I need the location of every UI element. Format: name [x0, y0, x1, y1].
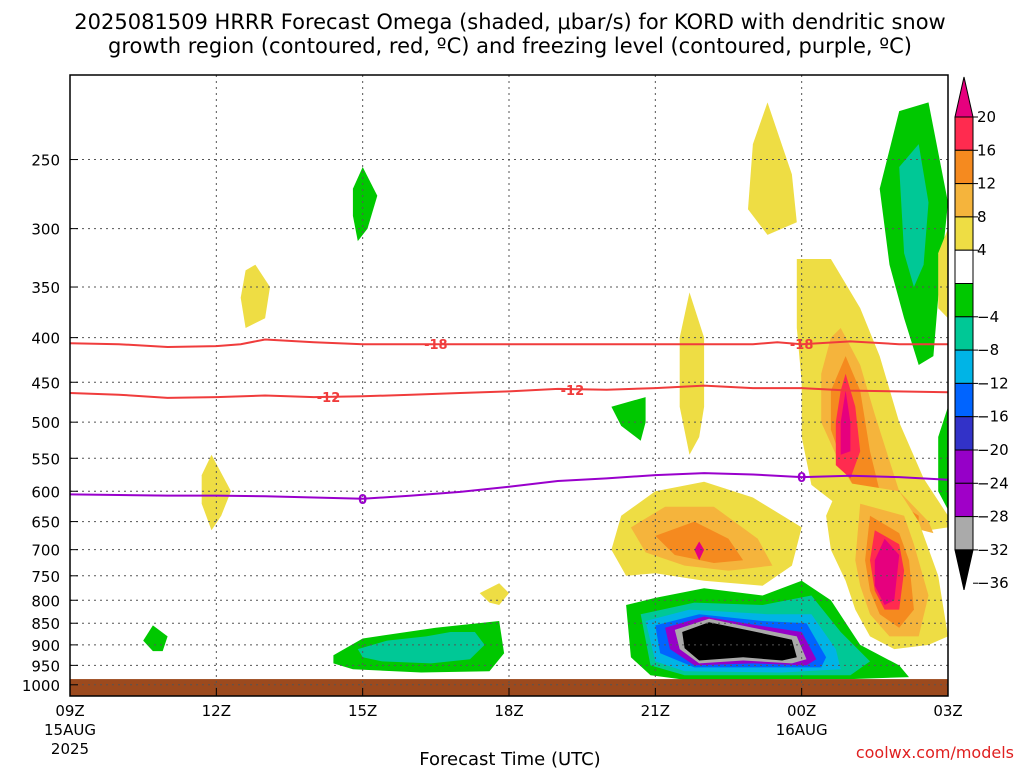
colorbar-tick-label: 12	[977, 175, 996, 193]
x-tick-label: 18Z	[494, 702, 523, 720]
contour-label: -12	[561, 384, 585, 399]
y-tick-label: 400	[31, 330, 60, 348]
omega-region-26	[938, 228, 948, 319]
colorbar-tick-label: −28	[977, 508, 1009, 526]
contour-label: -12	[317, 391, 341, 406]
colorbar-bin	[954, 249, 974, 284]
colorbar-bin	[954, 482, 974, 518]
y-tick-label: 250	[31, 152, 60, 170]
colorbar-tick-label: 4	[977, 241, 987, 259]
omega-region-6	[611, 397, 646, 441]
omega-region-10	[796, 259, 948, 531]
colorbar-tick-label: −36	[977, 574, 1009, 592]
colorbar-tick-label: 8	[977, 208, 987, 226]
x-tick-label: 09Z	[55, 702, 84, 720]
y-tick-label: 600	[31, 483, 60, 501]
omega-region-1	[240, 264, 270, 328]
y-tick-label: 900	[31, 637, 60, 655]
y-tick-label: 750	[31, 568, 60, 586]
omega-region-5	[679, 292, 705, 455]
y-tick-label: 450	[31, 374, 60, 392]
colorbar-tick-label: −24	[977, 474, 1009, 492]
colorbar: 20 16 12 8 4 −4 −8 −12 −16 −20 −24 −28 −32 −36	[954, 76, 1009, 592]
plot-area: -18 -18 -12 -12 0 0	[70, 75, 948, 696]
x-tick-label: 21Z	[641, 702, 670, 720]
colorbar-bin	[954, 382, 974, 418]
colorbar-tick-label: −8	[977, 341, 999, 359]
omega-region-3	[201, 454, 231, 531]
y-tick-label: 350	[31, 279, 60, 297]
contour-label: 0	[797, 471, 806, 486]
contour-label: 0	[358, 493, 367, 508]
omega-region-25	[899, 144, 929, 287]
colorbar-tick-label: −12	[977, 374, 1009, 392]
colorbar-bin	[954, 516, 974, 551]
omega-region-23	[694, 541, 705, 561]
omega-shading	[70, 102, 948, 696]
y-tick-label: 700	[31, 542, 60, 560]
y-axis-ticks: 250 300 350 400 450 500 550 600 650 700 750 800 850 9…	[22, 152, 78, 695]
y-tick-label: 950	[31, 657, 60, 675]
colorbar-tick-label: −16	[977, 408, 1009, 426]
contour-line	[70, 384, 948, 399]
colorbar-tick-label: 20	[977, 108, 996, 126]
omega-region-34	[682, 622, 797, 661]
contour-line	[70, 472, 948, 500]
chart-title-line2: growth region (contoured, red, ºC) and f…	[108, 34, 912, 58]
y-tick-label: 550	[31, 450, 60, 468]
x-axis-label: Forecast Time (UTC)	[419, 749, 600, 768]
y-tick-label: 500	[31, 414, 60, 432]
colorbar-arrow-top	[954, 76, 974, 118]
colorbar-tick-label: 16	[977, 141, 996, 159]
colorbar-bin	[954, 416, 974, 451]
colorbar-bin	[954, 283, 974, 318]
x-tick-label: 12Z	[202, 702, 231, 720]
temperature-contours: -18 -18 -12 -12 0 0	[70, 338, 948, 508]
chart-title-line1: 2025081509 HRRR Forecast Omega (shaded, …	[74, 10, 945, 34]
colorbar-tick-label: −32	[977, 541, 1009, 559]
contour-label: -18	[790, 338, 814, 353]
colorbar-bin	[954, 316, 974, 351]
omega-region-4	[479, 583, 509, 605]
grid-lines	[70, 75, 948, 696]
contour-line	[70, 338, 948, 349]
colorbar-bin	[954, 349, 974, 384]
omega-region-27	[938, 406, 948, 510]
omega-region-0	[352, 167, 378, 242]
colorbar-arrow-bottom	[954, 549, 974, 591]
colorbar-bin	[954, 216, 974, 251]
y-tick-label: 850	[31, 615, 60, 633]
x-tick-year: 2025	[51, 740, 89, 758]
colorbar-bin	[954, 116, 974, 151]
omega-region-2	[748, 102, 797, 235]
colorbar-tick-label: −20	[977, 441, 1009, 459]
omega-region-19	[874, 538, 900, 605]
x-tick-label: 03Z	[933, 702, 962, 720]
contour-label: -18	[424, 338, 448, 353]
x-tick-label: 15Z	[348, 702, 377, 720]
credit-text: coolwx.com/models	[856, 743, 1014, 762]
x-tick-date: 15AUG	[44, 721, 96, 739]
y-tick-label: 650	[31, 514, 60, 532]
y-tick-label: 1000	[22, 677, 60, 695]
x-tick-date: 16AUG	[776, 721, 828, 739]
x-tick-label: 00Z	[787, 702, 816, 720]
colorbar-bin	[954, 449, 974, 484]
y-tick-label: 300	[31, 221, 60, 239]
omega-region-14	[840, 390, 851, 455]
colorbar-bin	[954, 149, 974, 185]
colorbar-bin	[954, 183, 974, 218]
colorbar-tick-label: −4	[977, 308, 999, 326]
omega-region-9	[357, 632, 485, 664]
y-tick-label: 800	[31, 592, 60, 610]
